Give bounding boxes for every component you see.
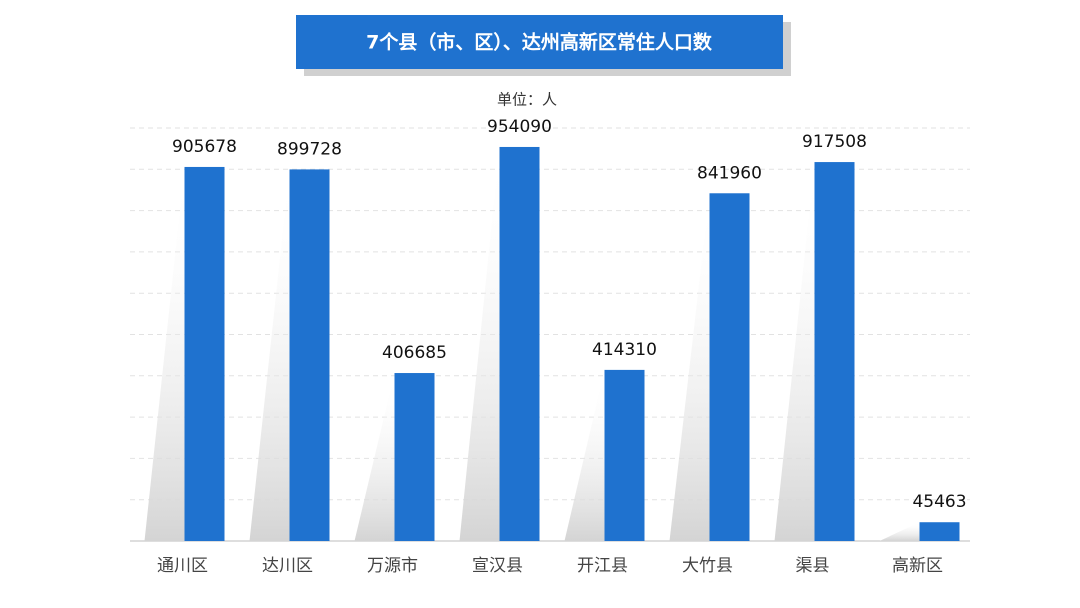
bar-shadow <box>669 193 710 542</box>
title-box <box>296 15 783 69</box>
value-label: 917508 <box>802 132 867 152</box>
bar <box>184 166 225 541</box>
bar-shadow <box>879 522 920 541</box>
value-label: 841960 <box>697 163 762 183</box>
value-label: 45463 <box>912 492 966 512</box>
bar <box>289 169 330 541</box>
bar-shadow <box>354 373 395 541</box>
x-tick-label: 通川区 <box>157 556 208 576</box>
bar <box>604 369 645 541</box>
bar <box>394 373 435 541</box>
bar <box>709 193 750 542</box>
x-tick-label: 宣汉县 <box>472 556 523 576</box>
value-label: 905678 <box>172 137 237 157</box>
bar-shadow <box>459 146 500 542</box>
bar <box>814 162 855 541</box>
bar-shadow <box>564 369 605 541</box>
value-label: 406685 <box>382 343 447 363</box>
chart-title: 7个县（市、区）、达州高新区常住人口数 <box>366 31 713 54</box>
unit-label: 单位：人 <box>497 91 557 109</box>
bar-shadow <box>249 169 290 541</box>
bar <box>919 522 960 541</box>
bar-shadow <box>774 162 815 541</box>
x-tick-label: 高新区 <box>892 556 943 576</box>
x-tick-label: 万源市 <box>367 556 418 576</box>
value-label: 954090 <box>487 117 552 137</box>
value-label: 899728 <box>277 139 342 159</box>
value-label: 414310 <box>592 340 657 360</box>
x-tick-label: 达川区 <box>262 556 313 576</box>
x-tick-label: 渠县 <box>796 556 830 576</box>
bar-shadow <box>144 166 185 541</box>
bar <box>499 146 540 542</box>
x-tick-label: 大竹县 <box>682 556 733 576</box>
x-tick-label: 开江县 <box>577 556 628 576</box>
